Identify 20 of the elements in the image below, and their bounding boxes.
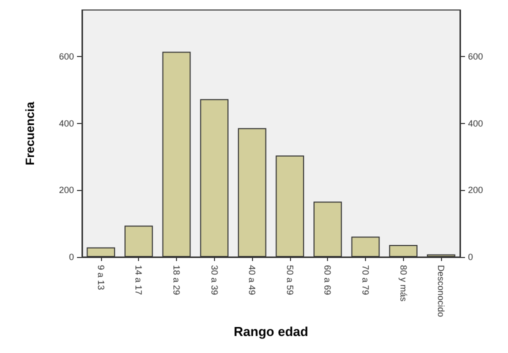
y-tick-label: 200 <box>58 185 74 196</box>
y2-tick-label: 400 <box>468 118 484 128</box>
x-tick-label: 30 a 39 <box>209 265 220 296</box>
y2-tick-label: 0 <box>468 252 474 262</box>
x-tick-label: 9 a 13 <box>96 265 106 290</box>
y-tick-label: 600 <box>58 52 74 62</box>
x-tick-label: 80 y más <box>398 265 408 302</box>
x-tick-label: 14 a 17 <box>134 265 144 296</box>
y2-tick-label: 200 <box>468 185 484 196</box>
x-tick-label: 18 a 29 <box>172 265 182 296</box>
y-tick-label: 0 <box>68 252 74 262</box>
y-tick-label: 400 <box>58 118 74 128</box>
y2-tick-label: 600 <box>468 52 484 62</box>
x-tick-label: 60 a 69 <box>322 265 333 296</box>
x-tick-label: Desconocido <box>436 265 446 318</box>
x-tick-label: 70 a 79 <box>360 265 370 296</box>
x-tick-label: 40 a 49 <box>247 265 258 296</box>
y-axis-title: Frecuencia <box>23 102 37 166</box>
x-axis-title: Rango edad <box>234 324 308 339</box>
x-tick-label: 50 a 59 <box>284 265 295 296</box>
